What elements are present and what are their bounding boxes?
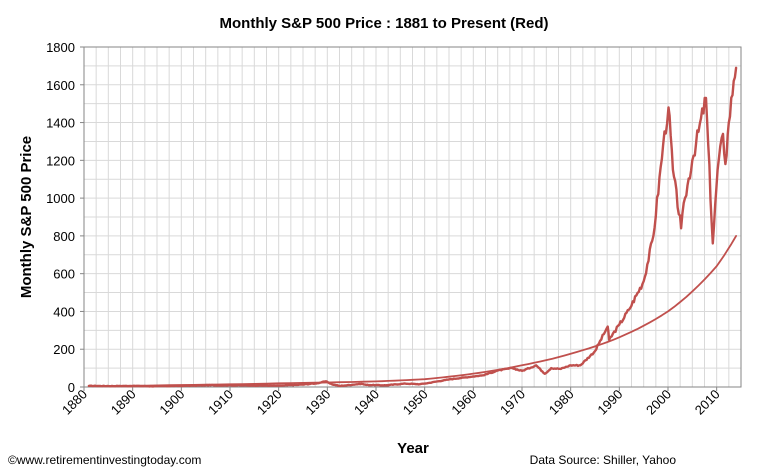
- series-layer: [87, 66, 738, 388]
- footer-website: ©www.retirementinvestingtoday.com: [8, 453, 201, 467]
- chart-title: Monthly S&P 500 Price : 1881 to Present …: [220, 15, 549, 32]
- footer-data-source: Data Source: Shiller, Yahoo: [530, 453, 677, 467]
- y-tick-label: 400: [53, 304, 75, 319]
- series-line-trend: [88, 235, 737, 387]
- y-axis-ticks: 0 200 400 600 800 1000 1200 1400 1600 1800: [46, 40, 84, 395]
- y-tick-label: 0: [68, 380, 75, 395]
- x-axis-title: Year: [397, 440, 429, 457]
- y-tick-label: 1400: [46, 116, 75, 131]
- y-tick-label: 1600: [46, 78, 75, 93]
- y-tick-label: 1000: [46, 191, 75, 206]
- y-axis-title: Monthly S&P 500 Price: [18, 136, 35, 298]
- y-tick-label: 1800: [46, 40, 75, 55]
- y-tick-label: 800: [53, 229, 75, 244]
- y-tick-label: 200: [53, 342, 75, 357]
- grid: [83, 46, 742, 388]
- plot-area-frame: [83, 46, 742, 388]
- y-tick-label: 600: [53, 267, 75, 282]
- y-tick-label: 1200: [46, 153, 75, 168]
